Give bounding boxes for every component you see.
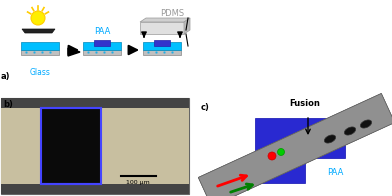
Text: Glass: Glass (29, 68, 51, 77)
Polygon shape (94, 40, 110, 46)
Circle shape (268, 152, 276, 160)
Polygon shape (22, 29, 55, 33)
Polygon shape (1, 184, 189, 194)
Text: 100 μm: 100 μm (126, 180, 150, 185)
Polygon shape (1, 98, 189, 108)
Polygon shape (184, 18, 190, 34)
Polygon shape (1, 98, 189, 194)
Polygon shape (154, 40, 170, 46)
Text: a): a) (1, 72, 11, 81)
Text: b): b) (3, 100, 13, 109)
Polygon shape (198, 93, 392, 196)
Text: PAA: PAA (94, 27, 110, 36)
Text: PDMS: PDMS (160, 9, 184, 18)
Polygon shape (255, 163, 305, 183)
Polygon shape (143, 50, 181, 55)
Polygon shape (140, 18, 190, 22)
Polygon shape (198, 93, 392, 196)
Text: Fusion: Fusion (290, 99, 320, 108)
Circle shape (278, 149, 285, 155)
Polygon shape (41, 108, 101, 184)
Polygon shape (143, 42, 181, 50)
Ellipse shape (360, 120, 372, 128)
Polygon shape (68, 48, 80, 56)
Polygon shape (1, 108, 189, 184)
Text: PAA: PAA (327, 168, 343, 177)
Ellipse shape (344, 127, 356, 135)
Polygon shape (83, 42, 121, 50)
Polygon shape (21, 50, 59, 55)
Polygon shape (83, 50, 121, 55)
Polygon shape (140, 22, 184, 34)
Polygon shape (255, 118, 345, 158)
Polygon shape (21, 42, 59, 50)
Ellipse shape (324, 135, 336, 143)
Text: c): c) (201, 103, 210, 112)
Circle shape (31, 11, 45, 25)
